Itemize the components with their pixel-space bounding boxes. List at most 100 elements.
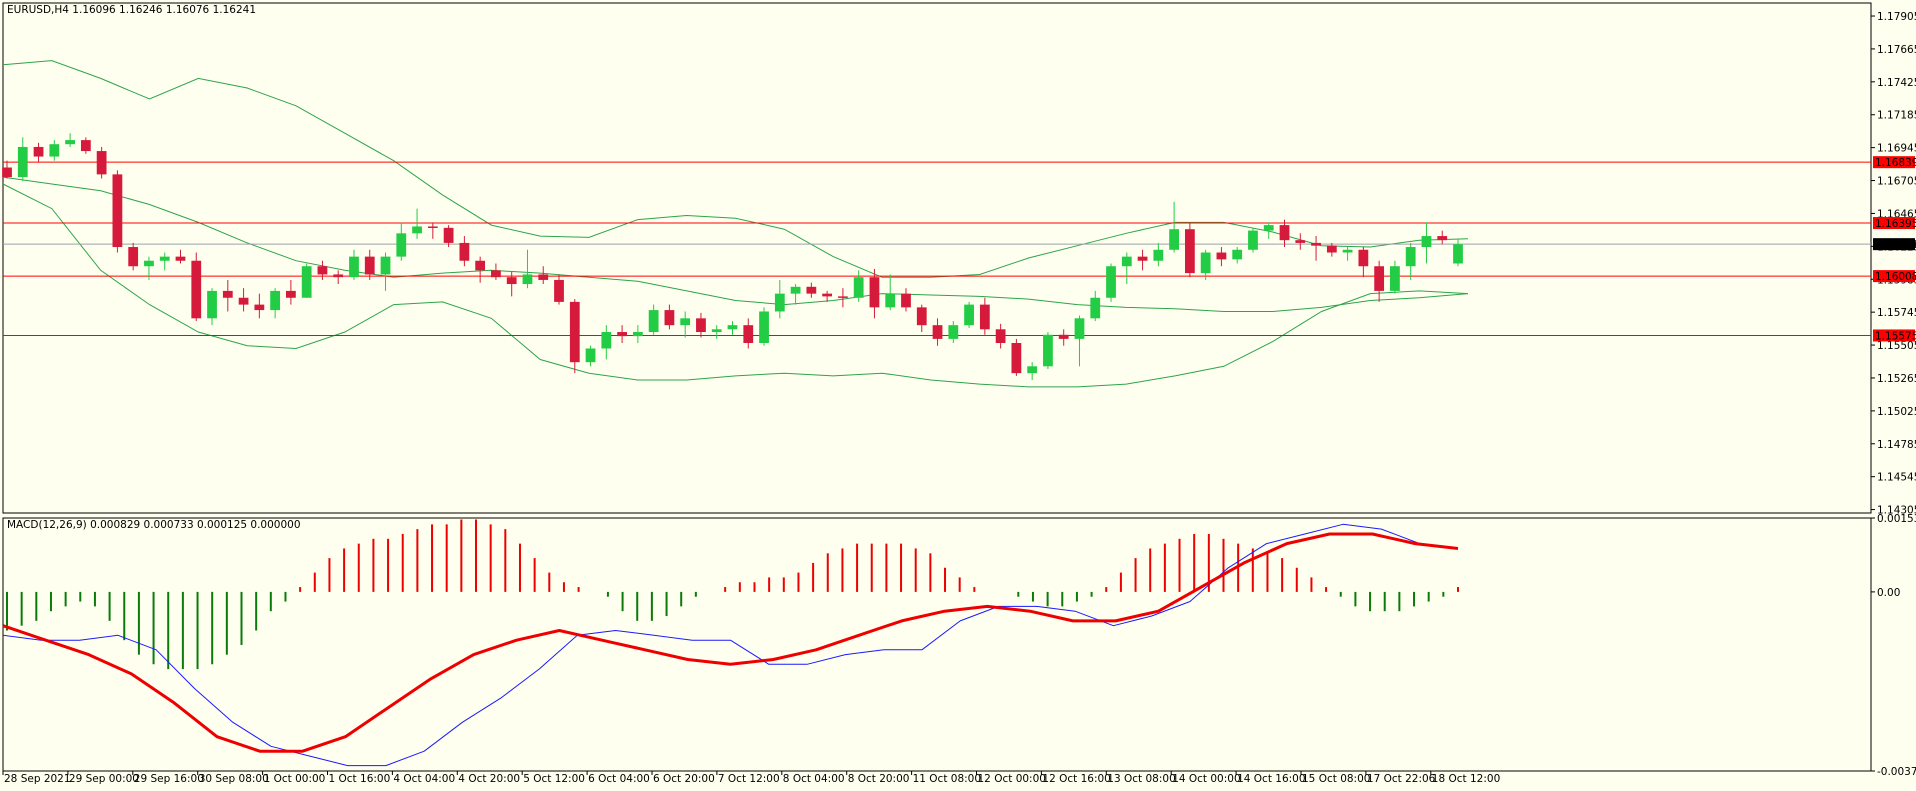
candle-body[interactable] [680,318,691,326]
candle-body[interactable] [664,310,675,326]
candle-body[interactable] [1106,266,1116,298]
candle-body[interactable] [1263,225,1274,231]
candle-body[interactable] [1043,334,1053,367]
candle-body[interactable] [364,256,375,275]
candle-body[interactable] [1295,240,1306,243]
candle-body[interactable] [790,286,801,294]
candle-body[interactable] [159,256,170,261]
candle-body[interactable] [128,247,139,267]
candle-body[interactable] [49,144,60,157]
candle-body[interactable] [396,233,407,257]
candle-body[interactable] [1248,230,1258,250]
candle-body[interactable] [475,260,486,271]
candle-body[interactable] [964,304,974,326]
candle-body[interactable] [979,304,990,330]
candle-body[interactable] [17,146,28,178]
candle-body[interactable] [65,140,75,145]
candle-body[interactable] [207,290,217,319]
candle-body[interactable] [1090,297,1101,319]
candle-body[interactable] [617,332,627,337]
candle-body[interactable] [301,266,312,298]
candle-body[interactable] [1200,252,1211,274]
candle-body[interactable] [995,329,1006,343]
candle-body[interactable] [554,279,564,302]
candle-body[interactable] [916,307,927,326]
candle-body[interactable] [774,293,785,312]
candle-body[interactable] [759,311,769,343]
candle-body[interactable] [349,256,359,278]
candle-body[interactable] [901,293,911,308]
x-tick-label: 5 Oct 12:00 [523,773,585,785]
candle-body[interactable] [1342,249,1353,253]
candle-body[interactable] [412,226,422,234]
x-tick-label: 29 Sep 00:00 [69,773,139,785]
candle-body[interactable] [522,274,533,285]
candle-body[interactable] [254,304,265,311]
candle-body[interactable] [270,290,281,311]
candle-body[interactable] [743,325,754,343]
candle-body[interactable] [869,277,880,308]
candle-body[interactable] [96,151,107,175]
price-level-label: 1.16395 [1875,218,1916,230]
candle-body[interactable] [648,310,659,333]
candle-body[interactable] [1011,343,1022,374]
candle-body[interactable] [506,277,517,285]
candle-body[interactable] [1453,244,1463,264]
candle-body[interactable] [838,296,848,298]
candle-body[interactable] [1405,247,1416,267]
candle-body[interactable] [1169,229,1179,250]
candle-body[interactable] [1137,256,1148,261]
candle-body[interactable] [1437,236,1448,241]
candle-body[interactable] [1232,249,1243,260]
candle-body[interactable] [806,286,817,294]
candle-body[interactable] [2,167,12,178]
candle-body[interactable] [459,242,470,261]
candle-body[interactable] [33,146,44,157]
y-tick-label: 1.14305 [1877,505,1916,517]
candle-body[interactable] [144,260,154,267]
candle-body[interactable] [491,270,501,278]
candle-body[interactable] [1074,318,1085,339]
candle-body[interactable] [1121,256,1132,267]
candle-body[interactable] [191,260,202,319]
candle-body[interactable] [1216,252,1227,260]
candle-body[interactable] [822,293,833,297]
candle-body[interactable] [380,256,391,275]
candle-body[interactable] [222,290,233,298]
candle-body[interactable] [1027,366,1038,374]
candle-body[interactable] [286,290,296,298]
candle-body[interactable] [932,325,943,339]
candle-body[interactable] [585,348,596,363]
candle-body[interactable] [885,293,896,308]
candle-body[interactable] [333,274,344,278]
candle-body[interactable] [711,329,722,333]
candle-body[interactable] [538,274,549,280]
candle-body[interactable] [1058,334,1069,339]
candle-body[interactable] [1390,266,1400,291]
candle-body[interactable] [1421,236,1432,248]
candle-body[interactable] [427,226,438,228]
candle-body[interactable] [1279,225,1290,241]
candle-body[interactable] [238,297,249,305]
candle-body[interactable] [112,174,123,248]
candle-body[interactable] [80,140,91,152]
main-pane[interactable] [2,2,1872,514]
candle-body[interactable] [317,266,328,275]
candle-body[interactable] [1374,266,1385,291]
candle-body[interactable] [443,227,454,243]
candle-body[interactable] [727,325,738,330]
candle-body[interactable] [1311,242,1321,246]
candle-body[interactable] [601,332,612,349]
macd-pane[interactable] [2,517,1872,772]
candle-body[interactable] [853,277,864,298]
candle-body[interactable] [175,256,186,261]
candle-body[interactable] [696,318,706,333]
candle-body[interactable] [948,325,959,339]
candle-body[interactable] [1326,245,1337,253]
candle-body[interactable] [1184,229,1195,274]
candle-body[interactable] [1153,249,1164,261]
candle-body[interactable] [632,332,643,337]
candle-body[interactable] [569,301,580,363]
candle-body[interactable] [1358,249,1369,267]
